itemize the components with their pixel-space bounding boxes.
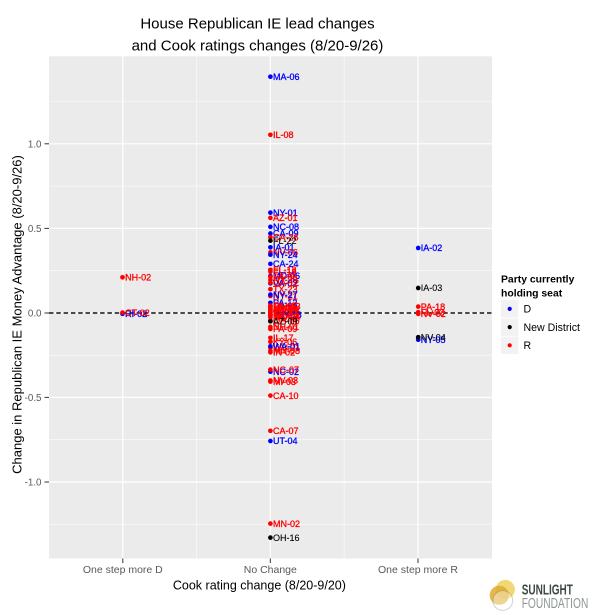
svg-text:IA-02: IA-02 — [421, 243, 443, 253]
svg-text:OH-16: OH-16 — [273, 533, 300, 543]
svg-text:NY-24: NY-24 — [273, 250, 298, 260]
svg-text:New District: New District — [524, 322, 581, 334]
svg-text:NV-06: NV-06 — [273, 248, 298, 258]
svg-text:0.5: 0.5 — [28, 224, 42, 235]
svg-text:D: D — [524, 304, 532, 316]
svg-text:One step more D: One step more D — [83, 564, 163, 576]
svg-text:NY-21: NY-21 — [273, 291, 298, 301]
svg-text:IN-08: IN-08 — [273, 307, 295, 317]
svg-text:NY-19: NY-19 — [273, 304, 298, 314]
svg-text:KY-06: KY-06 — [273, 337, 297, 347]
svg-text:SUNLIGHT: SUNLIGHT — [522, 582, 573, 598]
svg-text:CA-36: CA-36 — [274, 307, 300, 317]
svg-text:PA-06: PA-06 — [273, 272, 297, 282]
svg-text:RI-02: RI-02 — [125, 309, 147, 319]
svg-text:NY-05: NY-05 — [421, 335, 446, 345]
svg-text:IL-08: IL-08 — [273, 130, 294, 140]
svg-text:FL-02: FL-02 — [421, 307, 445, 317]
svg-text:NC-13: NC-13 — [273, 311, 299, 321]
svg-text:and Cook ratings changes (8/20: and Cook ratings changes (8/20-9/26) — [132, 38, 384, 55]
svg-text:IL-17: IL-17 — [273, 333, 294, 343]
svg-text:WV-01: WV-01 — [273, 343, 300, 353]
svg-text:TN-04: TN-04 — [273, 310, 298, 320]
svg-text:MI-03: MI-03 — [273, 377, 296, 387]
svg-text:UT-04: UT-04 — [273, 436, 298, 446]
svg-text:NV-03: NV-03 — [273, 376, 298, 386]
svg-text:TX-23: TX-23 — [273, 284, 298, 294]
svg-text:NC-07: NC-07 — [273, 365, 299, 375]
svg-text:1.0: 1.0 — [28, 139, 42, 150]
svg-text:PA-18: PA-18 — [421, 302, 445, 312]
svg-text:holding seat: holding seat — [501, 289, 563, 300]
svg-text:NY-18: NY-18 — [277, 310, 302, 320]
svg-text:FL-13: FL-13 — [273, 265, 297, 275]
svg-text:PA-09: PA-09 — [273, 324, 297, 334]
svg-text:IA-03: IA-03 — [421, 283, 443, 293]
svg-text:NC-02: NC-02 — [273, 367, 299, 377]
svg-text:NH-01: NH-01 — [273, 322, 299, 332]
svg-text:One step more R: One step more R — [378, 564, 458, 576]
svg-text:MD-06: MD-06 — [273, 271, 300, 281]
svg-text:WA-01: WA-01 — [273, 342, 300, 352]
svg-text:MO-04: MO-04 — [273, 313, 301, 323]
svg-text:OH-06: OH-06 — [273, 316, 300, 326]
svg-text:WI-03: WI-03 — [274, 304, 298, 314]
svg-text:NV-02: NV-02 — [421, 309, 446, 319]
svg-text:NH-02: NH-02 — [125, 273, 151, 283]
svg-text:CA-07: CA-07 — [273, 426, 299, 436]
svg-text:FOUNDATION: FOUNDATION — [522, 595, 589, 611]
svg-text:TX-14: TX-14 — [274, 310, 299, 320]
svg-text:CA-10: CA-10 — [273, 391, 299, 401]
svg-text:GA-12: GA-12 — [273, 278, 299, 288]
svg-text:FL-22: FL-22 — [273, 236, 297, 246]
svg-text:CA-26: CA-26 — [273, 232, 299, 242]
svg-text:CT-02: CT-02 — [125, 308, 150, 318]
svg-text:NY-01: NY-01 — [273, 208, 298, 218]
svg-text:NV-04: NV-04 — [421, 332, 446, 342]
svg-text:PA-07: PA-07 — [273, 301, 297, 311]
svg-text:CA-09: CA-09 — [273, 229, 299, 239]
svg-text:Change in Republican IE Money: Change in Republican IE Money Advantage … — [10, 155, 25, 474]
svg-text:MI-01: MI-01 — [273, 302, 296, 312]
svg-text:R: R — [524, 340, 532, 352]
svg-text:IN-02: IN-02 — [273, 348, 295, 358]
svg-text:AZ-09: AZ-09 — [273, 317, 298, 327]
svg-text:FL-18: FL-18 — [273, 267, 297, 277]
svg-text:CA-24: CA-24 — [273, 259, 299, 269]
svg-text:-1.0: -1.0 — [25, 478, 42, 489]
svg-text:CO-03: CO-03 — [273, 305, 300, 315]
svg-text:0.0: 0.0 — [28, 309, 42, 320]
svg-text:AZ-01: AZ-01 — [273, 213, 298, 223]
svg-text:VA-02: VA-02 — [273, 279, 297, 289]
svg-text:Cook rating change (8/20-9/20): Cook rating change (8/20-9/20) — [173, 579, 346, 593]
svg-text:NY-27: NY-27 — [273, 290, 298, 300]
svg-text:MN-02: MN-02 — [273, 519, 300, 529]
svg-text:IA-01: IA-01 — [273, 243, 295, 253]
svg-text:NC-08: NC-08 — [273, 222, 299, 232]
svg-text:NY-25: NY-25 — [273, 275, 298, 285]
svg-text:MA-06: MA-06 — [273, 72, 300, 82]
svg-text:WI-07: WI-07 — [273, 308, 297, 318]
svg-text:PA-12: PA-12 — [273, 298, 297, 308]
svg-text:Party currently: Party currently — [501, 275, 575, 286]
svg-text:PA-04: PA-04 — [273, 301, 297, 311]
svg-text:OH-13: OH-13 — [274, 302, 301, 312]
svg-text:MN-08: MN-08 — [273, 346, 300, 356]
svg-text:-0.5: -0.5 — [25, 393, 42, 404]
svg-text:No Change: No Change — [244, 564, 297, 576]
svg-text:House Republican IE lead chang: House Republican IE lead changes — [140, 16, 374, 33]
